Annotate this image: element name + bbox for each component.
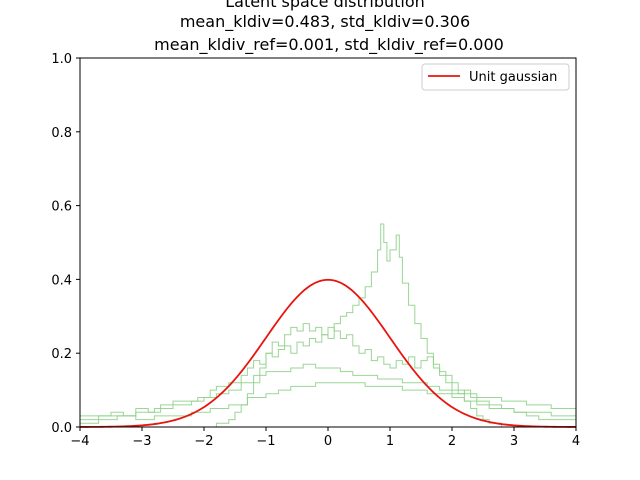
y-axis: 0.0 0.2 0.4 0.6 0.8 1.0 xyxy=(51,52,80,436)
y-tick-label: 0.2 xyxy=(51,347,72,362)
unit-gaussian-curve xyxy=(79,278,577,428)
title-line-1: Latent space distribution xyxy=(225,0,425,11)
x-tick-label: 4 xyxy=(572,434,580,449)
x-tick-label: −3 xyxy=(132,434,151,449)
x-tick-label: 3 xyxy=(510,434,518,449)
x-tick-label: 0 xyxy=(324,434,332,449)
reference-curve-layer xyxy=(79,278,577,428)
legend-box xyxy=(421,63,570,91)
histogram-4 xyxy=(80,323,576,428)
y-tick-label: 0.0 xyxy=(51,421,72,436)
x-tick-label: −1 xyxy=(256,434,275,449)
x-tick-label: 2 xyxy=(448,434,456,449)
title-line-2: mean_kldiv=0.483, std_kldiv=0.306 xyxy=(180,12,470,32)
plot-area xyxy=(80,58,576,427)
y-tick-label: 0.6 xyxy=(51,200,72,215)
x-axis: −4 −3 −2 −1 0 1 2 3 4 xyxy=(70,427,580,449)
legend-label: Unit gaussian xyxy=(469,70,557,85)
histogram-2 xyxy=(80,363,576,424)
title-line-3: mean_kldiv_ref=0.001, std_kldiv_ref=0.00… xyxy=(154,35,504,55)
legend: Unit gaussian xyxy=(421,63,570,91)
y-tick-label: 1.0 xyxy=(51,52,72,67)
x-tick-label: −2 xyxy=(194,434,213,449)
x-tick-label: −4 xyxy=(70,434,89,449)
chart-title: Latent space distribution mean_kldiv=0.4… xyxy=(154,0,504,55)
x-tick-label: 1 xyxy=(386,434,394,449)
y-tick-label: 0.4 xyxy=(51,273,72,288)
y-tick-label: 0.8 xyxy=(51,126,72,141)
